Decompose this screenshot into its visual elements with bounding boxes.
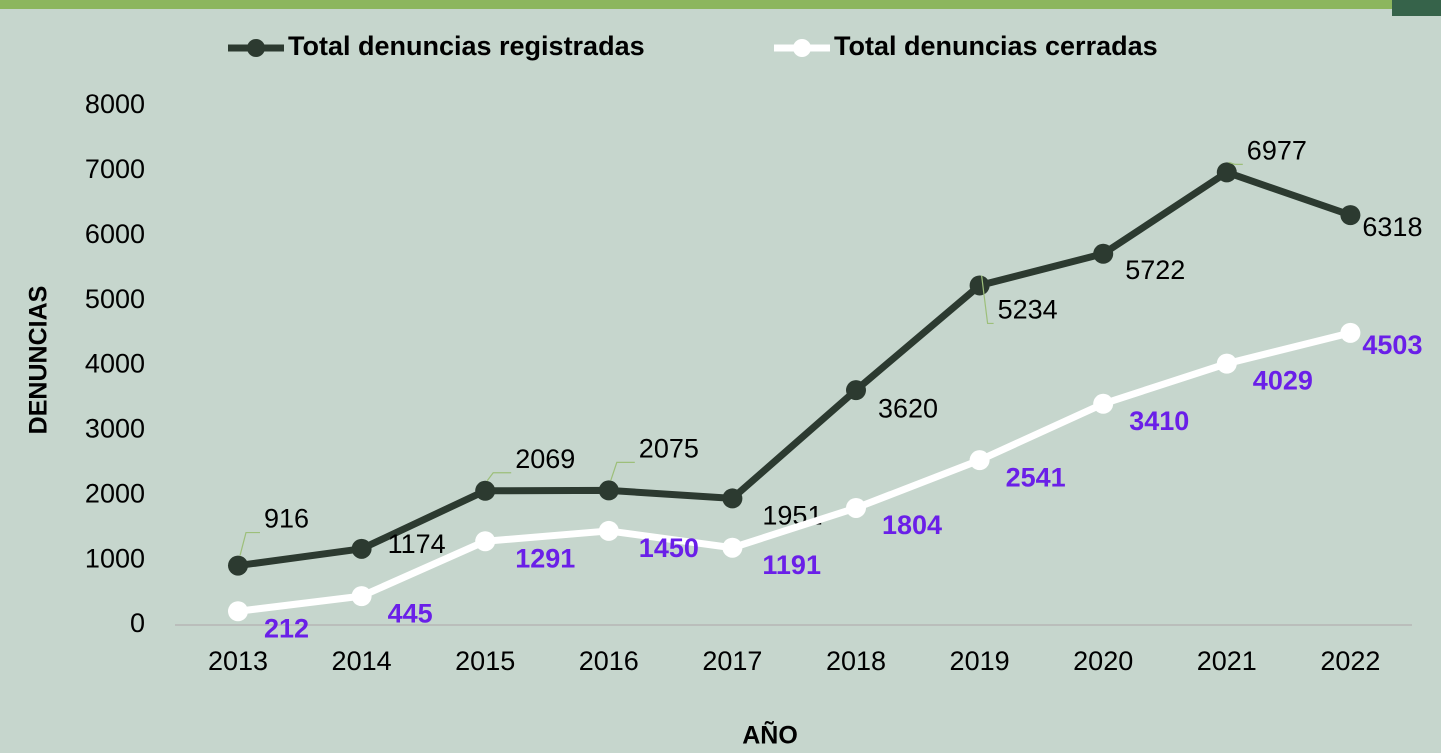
x-tick-label: 2016 bbox=[579, 646, 639, 676]
point bbox=[228, 555, 248, 576]
leader-line bbox=[486, 472, 512, 482]
y-axis-label: DENUNCIAS bbox=[25, 286, 53, 435]
y-tick-label: 3000 bbox=[85, 414, 145, 444]
x-tick-label: 2017 bbox=[702, 646, 762, 676]
data-label: 916 bbox=[264, 504, 309, 534]
point bbox=[351, 586, 372, 607]
leader-line bbox=[239, 531, 260, 556]
x-tick-label: 2021 bbox=[1197, 646, 1257, 676]
top-bar bbox=[0, 0, 1441, 9]
x-tick-label: 2022 bbox=[1320, 646, 1380, 676]
point bbox=[846, 380, 866, 401]
data-label: 1291 bbox=[515, 543, 575, 573]
data-label: 2541 bbox=[1006, 462, 1066, 492]
x-tick-label: 2019 bbox=[950, 646, 1010, 676]
legend-marker bbox=[247, 39, 265, 57]
point bbox=[351, 538, 372, 559]
point bbox=[1093, 393, 1114, 414]
data-label: 4029 bbox=[1253, 366, 1313, 396]
point bbox=[722, 537, 743, 558]
y-tick-label: 6000 bbox=[85, 219, 145, 249]
y-tick-label: 1000 bbox=[85, 543, 145, 573]
data-label: 2069 bbox=[515, 444, 575, 474]
x-tick-label: 2014 bbox=[332, 646, 392, 676]
point bbox=[1340, 322, 1361, 343]
point bbox=[228, 601, 248, 622]
point bbox=[1216, 353, 1237, 374]
leader-line bbox=[610, 461, 635, 481]
series-line bbox=[237, 329, 1352, 615]
legend-label: Total denuncias registradas bbox=[288, 31, 645, 61]
x-tick-label: 2015 bbox=[455, 646, 515, 676]
data-label: 1191 bbox=[762, 550, 821, 580]
y-tick-label: 2000 bbox=[85, 478, 145, 508]
x-axis-label: AÑO bbox=[742, 720, 798, 750]
point bbox=[1216, 162, 1237, 183]
y-tick-label: 8000 bbox=[85, 89, 145, 119]
y-tick-label: 5000 bbox=[85, 284, 145, 314]
legend-marker bbox=[793, 39, 811, 57]
data-label: 1450 bbox=[639, 533, 699, 563]
leader-line bbox=[981, 275, 994, 325]
point bbox=[969, 275, 990, 296]
point bbox=[475, 480, 496, 501]
data-label: 5234 bbox=[998, 295, 1058, 325]
y-tick-label: 0 bbox=[130, 608, 145, 638]
point bbox=[846, 497, 866, 518]
series-line bbox=[237, 168, 1352, 570]
data-label: 1804 bbox=[882, 510, 942, 540]
leader-line bbox=[1228, 161, 1243, 165]
y-tick-label: 4000 bbox=[85, 349, 145, 379]
x-tick-label: 2013 bbox=[208, 646, 268, 676]
data-label: 3620 bbox=[878, 393, 938, 423]
point bbox=[969, 450, 990, 471]
data-label: 445 bbox=[388, 598, 433, 628]
point bbox=[598, 520, 619, 541]
point bbox=[722, 488, 743, 509]
point bbox=[475, 531, 496, 552]
data-label: 3410 bbox=[1129, 406, 1189, 436]
point bbox=[1340, 205, 1361, 226]
point bbox=[1093, 243, 1114, 264]
data-label: 1174 bbox=[388, 529, 446, 559]
data-label: 6318 bbox=[1362, 212, 1422, 242]
legend-label: Total denuncias cerradas bbox=[834, 31, 1158, 61]
data-label: 4503 bbox=[1362, 330, 1422, 360]
corner bbox=[1392, 0, 1441, 16]
data-label: 212 bbox=[264, 613, 309, 643]
data-label: 2075 bbox=[639, 434, 699, 464]
y-tick-label: 7000 bbox=[85, 154, 145, 184]
x-tick-label: 2020 bbox=[1073, 646, 1133, 676]
x-tick-label: 2018 bbox=[826, 646, 886, 676]
point bbox=[598, 480, 619, 501]
data-label: 6977 bbox=[1247, 135, 1307, 165]
data-label: 5722 bbox=[1125, 255, 1185, 285]
